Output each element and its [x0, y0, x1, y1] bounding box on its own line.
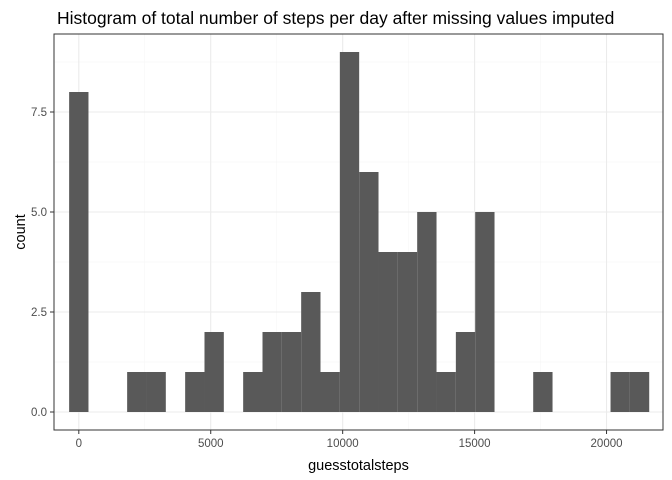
histogram-bar — [397, 252, 418, 412]
histogram-bar — [262, 332, 282, 412]
x-tick-label: 5000 — [198, 438, 224, 450]
x-axis-ticks: 0 5000 10000 15000 20000 — [76, 430, 623, 450]
x-tick-label: 20000 — [591, 438, 623, 450]
histogram-bar — [455, 332, 476, 412]
panel-border — [53, 33, 664, 431]
y-tick-label: 5.0 — [31, 207, 47, 219]
histogram-bar — [127, 372, 147, 412]
y-axis-title: count — [13, 214, 29, 249]
histogram-bar — [339, 52, 360, 412]
y-tick-label: 7.5 — [31, 107, 47, 119]
histogram-bar — [475, 212, 495, 412]
histogram-bar — [533, 372, 553, 412]
histogram-bar — [320, 372, 340, 412]
x-tick-label: 10000 — [327, 438, 359, 450]
histogram-bars — [69, 52, 650, 412]
histogram-bar — [146, 372, 166, 412]
histogram-bar — [243, 372, 263, 412]
y-tick-label: 2.5 — [31, 307, 47, 319]
chart-title: Histogram of total number of steps per d… — [57, 8, 614, 28]
histogram-bar — [185, 372, 205, 412]
histogram-bar — [204, 332, 224, 412]
histogram-bar — [629, 372, 650, 412]
histogram-bar — [610, 372, 630, 412]
histogram-bar — [359, 172, 379, 412]
x-axis-title: guesstotalsteps — [308, 458, 409, 474]
histogram-bar — [69, 92, 89, 412]
y-tick-label: 0.0 — [31, 407, 47, 419]
histogram-bar — [417, 212, 437, 412]
histogram-bar — [436, 372, 456, 412]
y-axis-ticks: 0.0 2.5 5.0 7.5 — [31, 107, 54, 419]
histogram-bar — [378, 252, 398, 412]
x-tick-label: 15000 — [459, 438, 491, 450]
x-tick-label: 0 — [76, 438, 82, 450]
histogram-bar — [301, 292, 321, 412]
histogram-bar — [281, 332, 302, 412]
